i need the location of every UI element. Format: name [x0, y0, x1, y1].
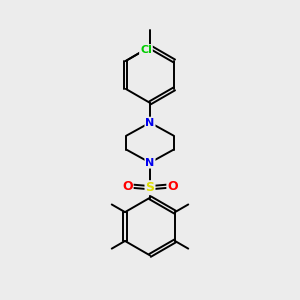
Text: N: N: [146, 118, 154, 128]
Text: O: O: [122, 180, 133, 193]
Text: N: N: [146, 158, 154, 168]
Text: Cl: Cl: [140, 45, 152, 55]
Text: O: O: [167, 180, 178, 193]
Text: S: S: [146, 181, 154, 194]
